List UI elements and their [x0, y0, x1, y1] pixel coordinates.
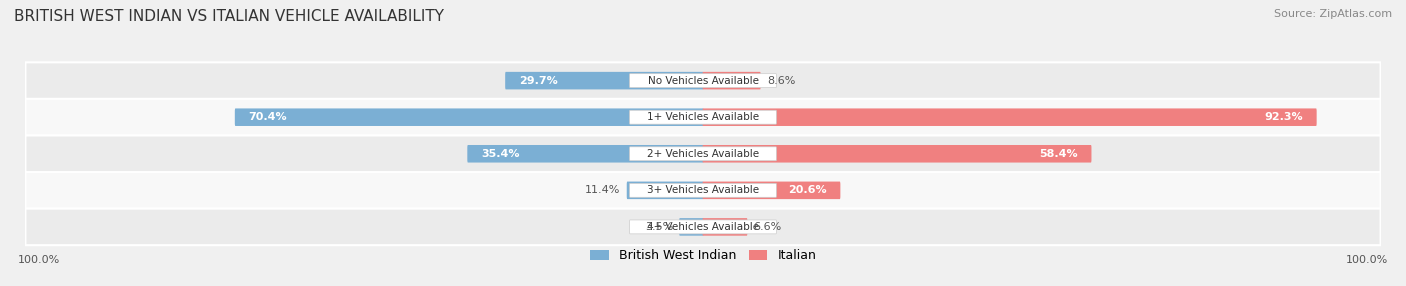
FancyBboxPatch shape — [630, 183, 776, 197]
Text: 29.7%: 29.7% — [519, 76, 558, 86]
FancyBboxPatch shape — [235, 108, 703, 126]
FancyBboxPatch shape — [703, 182, 841, 199]
Text: 58.4%: 58.4% — [1039, 149, 1077, 159]
Text: 35.4%: 35.4% — [481, 149, 520, 159]
FancyBboxPatch shape — [630, 74, 776, 88]
FancyBboxPatch shape — [703, 72, 761, 90]
FancyBboxPatch shape — [25, 62, 1381, 99]
FancyBboxPatch shape — [25, 99, 1381, 136]
Text: 2+ Vehicles Available: 2+ Vehicles Available — [647, 149, 759, 159]
FancyBboxPatch shape — [703, 145, 1091, 162]
Text: 1+ Vehicles Available: 1+ Vehicles Available — [647, 112, 759, 122]
FancyBboxPatch shape — [505, 72, 703, 90]
FancyBboxPatch shape — [630, 147, 776, 161]
Text: 11.4%: 11.4% — [585, 185, 620, 195]
FancyBboxPatch shape — [25, 208, 1381, 245]
Text: 3.5%: 3.5% — [645, 222, 673, 232]
Text: 70.4%: 70.4% — [249, 112, 287, 122]
Text: 6.6%: 6.6% — [754, 222, 782, 232]
Legend: British West Indian, Italian: British West Indian, Italian — [591, 249, 815, 262]
Text: 3+ Vehicles Available: 3+ Vehicles Available — [647, 185, 759, 195]
FancyBboxPatch shape — [630, 110, 776, 124]
FancyBboxPatch shape — [703, 218, 748, 236]
Text: 8.6%: 8.6% — [766, 76, 796, 86]
FancyBboxPatch shape — [679, 218, 703, 236]
Text: No Vehicles Available: No Vehicles Available — [648, 76, 758, 86]
FancyBboxPatch shape — [25, 136, 1381, 172]
FancyBboxPatch shape — [467, 145, 703, 162]
FancyBboxPatch shape — [630, 220, 776, 234]
FancyBboxPatch shape — [703, 108, 1316, 126]
Text: 92.3%: 92.3% — [1264, 112, 1303, 122]
Text: BRITISH WEST INDIAN VS ITALIAN VEHICLE AVAILABILITY: BRITISH WEST INDIAN VS ITALIAN VEHICLE A… — [14, 9, 444, 23]
FancyBboxPatch shape — [25, 172, 1381, 208]
Text: 4+ Vehicles Available: 4+ Vehicles Available — [647, 222, 759, 232]
Text: Source: ZipAtlas.com: Source: ZipAtlas.com — [1274, 9, 1392, 19]
FancyBboxPatch shape — [627, 182, 703, 199]
Text: 20.6%: 20.6% — [787, 185, 827, 195]
